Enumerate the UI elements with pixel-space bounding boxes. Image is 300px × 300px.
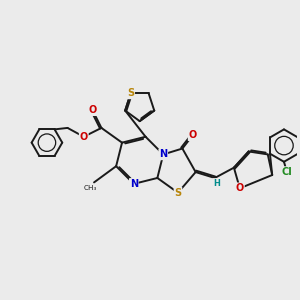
Text: S: S	[174, 188, 182, 198]
Text: S: S	[127, 88, 134, 98]
Text: O: O	[80, 132, 88, 142]
Text: O: O	[236, 183, 244, 193]
Text: N: N	[159, 149, 167, 159]
Text: Cl: Cl	[281, 167, 292, 177]
Text: O: O	[189, 130, 197, 140]
Text: O: O	[88, 105, 97, 115]
Text: N: N	[130, 179, 138, 189]
Text: CH₃: CH₃	[84, 185, 97, 191]
Text: H: H	[213, 179, 220, 188]
